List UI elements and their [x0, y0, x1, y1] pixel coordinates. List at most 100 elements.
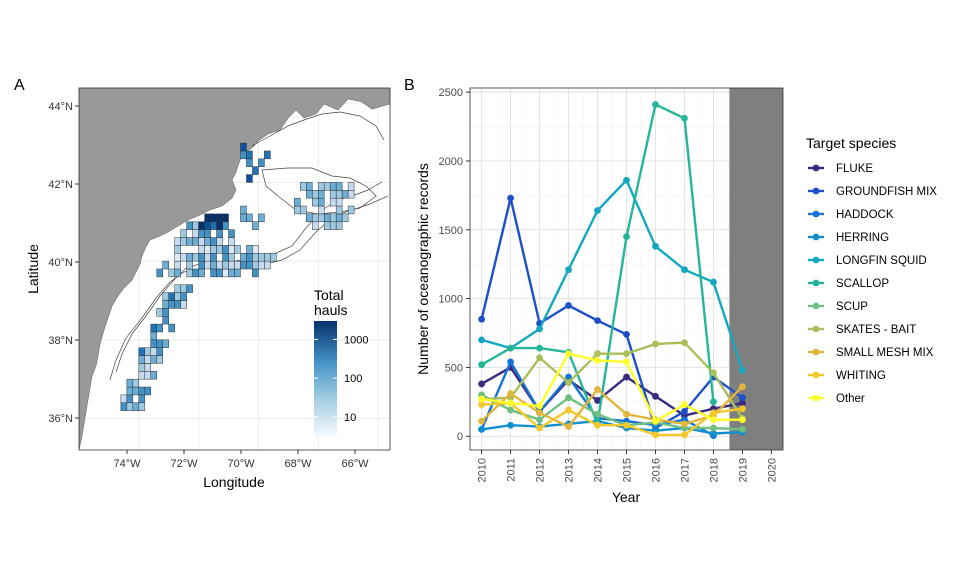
haul-cell	[258, 260, 265, 270]
haul-cell	[252, 268, 259, 278]
haul-cell	[174, 260, 181, 270]
data-point-groundfish-mix	[507, 194, 514, 202]
data-point-longfin-squid	[594, 207, 601, 214]
data-point-small-mesh-mix	[536, 409, 543, 417]
data-point-scup	[536, 416, 543, 424]
haul-cell	[323, 182, 331, 191]
legend-item-skates-bait: SKATES - BAIT	[808, 324, 916, 336]
legend-item-scallop: SCALLOP	[808, 278, 889, 290]
legend-key-point	[812, 256, 820, 264]
data-point-other	[536, 402, 543, 410]
haul-cell	[216, 229, 223, 238]
haul-cell	[240, 150, 247, 160]
haul-cell	[246, 213, 253, 223]
haul-cell	[234, 268, 241, 278]
haul-cell	[180, 229, 187, 238]
line-x-tick-label: 2010	[477, 458, 489, 482]
haul-cell	[335, 213, 343, 223]
line-x-tick-label: 2017	[679, 458, 691, 482]
map-panel	[78, 87, 391, 451]
legend-label: SKATES - BAIT	[836, 324, 916, 336]
data-point-other	[507, 399, 514, 407]
line-x-tick-label: 2020	[766, 458, 778, 482]
data-point-whiting	[652, 431, 659, 439]
haul-cell	[138, 402, 146, 411]
data-point-longfin-squid	[652, 242, 659, 250]
haul-cell	[144, 347, 152, 356]
line-y-tick-label: 2000	[439, 156, 463, 168]
legend-item-longfin-squid: LONGFIN SQUID	[808, 255, 927, 267]
haul-cell	[335, 182, 343, 191]
series-whiting	[478, 399, 746, 439]
haul-cell	[150, 347, 157, 356]
haul-cell	[120, 402, 128, 411]
data-point-other	[739, 416, 746, 424]
haul-cell	[222, 253, 229, 262]
haul-cell	[198, 221, 205, 230]
data-point-small-mesh-mix	[594, 386, 601, 393]
haul-cell	[162, 339, 169, 348]
data-point-skates-bait	[710, 369, 717, 377]
data-point-groundfish-mix	[594, 317, 601, 325]
legend-item-small-mesh-mix: SMALL MESH MIX	[808, 347, 934, 359]
haul-cell	[156, 339, 163, 348]
haul-cell	[347, 190, 355, 199]
series-longfin-squid	[478, 176, 746, 374]
series-other	[478, 350, 746, 425]
haul-cell	[216, 260, 223, 270]
haul-legend-tick-label: 1000	[344, 334, 368, 346]
haul-cell	[210, 221, 217, 230]
legend-item-haddock: HADDOCK	[808, 209, 894, 221]
species-legend-items: FLUKE GROUNDFISH MIX HADDOCK HERRING LONGFIN…	[808, 163, 937, 405]
data-point-longfin-squid	[478, 336, 485, 344]
haul-cell	[228, 237, 235, 246]
data-point-herring	[710, 430, 717, 437]
data-point-other	[681, 401, 688, 408]
haul-cell	[329, 221, 337, 230]
haul-cell	[150, 339, 157, 348]
data-point-scallop	[710, 398, 717, 406]
haul-cell	[240, 253, 247, 262]
series-line-skates-bait	[481, 341, 744, 419]
haul-cell	[198, 237, 205, 246]
haul-cell	[335, 205, 343, 215]
haul-cell	[258, 158, 265, 167]
legend-item-other: Other	[808, 393, 865, 405]
legend-item-whiting: WHITING	[808, 370, 886, 382]
haul-cell	[144, 371, 152, 380]
map-y-tick-label: 38°N	[48, 335, 73, 347]
line-y-tick-label: 2500	[439, 87, 463, 99]
legend-label: HERRING	[836, 232, 889, 244]
data-point-scallop	[681, 114, 688, 122]
data-point-other	[594, 357, 601, 364]
haul-cell	[294, 197, 301, 207]
data-point-groundfish-mix	[623, 330, 630, 338]
haul-cell	[252, 221, 259, 230]
haul-cell	[180, 237, 187, 246]
data-point-other	[710, 416, 717, 424]
haul-cell	[138, 394, 146, 404]
haul-cell	[234, 245, 241, 254]
haul-cell	[126, 378, 134, 388]
haul-cell	[180, 292, 187, 301]
line-x-tick-label: 2018	[708, 458, 720, 482]
haul-cell	[126, 394, 134, 404]
haul-cell	[329, 197, 337, 207]
haul-cell	[228, 245, 235, 254]
line-x-tick-label: 2013	[564, 458, 576, 482]
species-legend: Target species FLUKE GROUNDFISH MIX HADDOC…	[806, 135, 937, 405]
data-point-fluke	[623, 373, 630, 381]
data-point-scallop	[623, 233, 630, 241]
haul-cell	[174, 284, 181, 293]
haul-cell	[228, 253, 235, 262]
line-x-tick-label: 2016	[650, 458, 662, 482]
series-line-longfin-squid	[481, 179, 744, 371]
haul-cell	[186, 268, 193, 278]
map-y-tick-label: 44°N	[48, 101, 73, 113]
haul-cell	[222, 245, 229, 254]
haul-cell	[186, 237, 193, 246]
haul-legend-tick-label: 100	[344, 373, 362, 385]
data-point-haddock	[507, 358, 514, 366]
haul-cell	[168, 323, 175, 333]
gulf-of-maine-contour	[251, 111, 385, 147]
